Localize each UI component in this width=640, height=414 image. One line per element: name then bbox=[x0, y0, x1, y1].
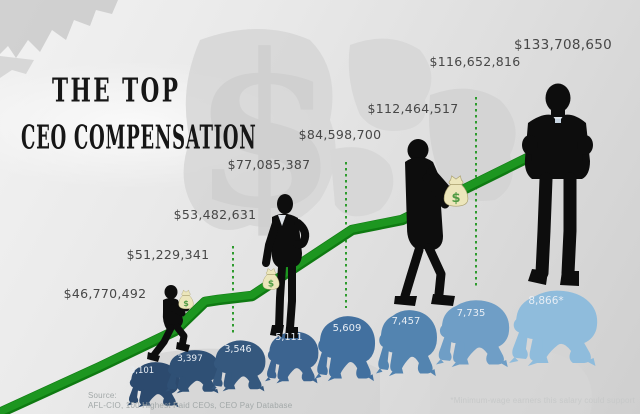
money-bag-icon-2 bbox=[262, 268, 280, 290]
salary-label-1: $46,770,492 bbox=[63, 286, 147, 301]
salary-label-6: $112,464,517 bbox=[367, 101, 459, 116]
workers-label-7: 7,735 bbox=[456, 308, 486, 319]
workers-label-2: 3,397 bbox=[177, 354, 203, 364]
infographic-title-line2: CEO COMPENSATION bbox=[21, 119, 257, 157]
source-label: Source: bbox=[88, 391, 117, 400]
ceo-silhouette-4 bbox=[522, 83, 593, 286]
source-note: Source: AFL-CIO, 100 Highest Paid CEOs, … bbox=[88, 391, 292, 411]
workers-label-3: 3,546 bbox=[224, 344, 252, 355]
footnote: *Minimum-wage earners this salary could … bbox=[450, 396, 635, 405]
workers-label-8: 8,866* bbox=[528, 295, 564, 307]
money-bag-icon-1 bbox=[178, 289, 194, 310]
salary-label-3: $53,482,631 bbox=[173, 207, 257, 222]
workers-label-4: 5,111 bbox=[275, 332, 303, 343]
salary-label-7: $116,652,816 bbox=[429, 54, 521, 69]
salary-label-8: $133,708,650 bbox=[513, 37, 613, 53]
trend-line bbox=[0, 140, 558, 414]
salary-label-2: $51,229,341 bbox=[126, 247, 210, 262]
workers-label-6: 7,457 bbox=[391, 316, 421, 327]
ceo-silhouette-2 bbox=[262, 194, 310, 338]
salary-label-5: $84,598,700 bbox=[298, 127, 382, 142]
workers-label-1: 3,101 bbox=[129, 366, 155, 376]
source-text: AFL-CIO, 100 Highest Paid CEOs, CEO Pay … bbox=[88, 401, 293, 410]
salary-label-4: $77,085,387 bbox=[227, 157, 311, 172]
infographic-title-line1: THE TOP bbox=[52, 72, 181, 110]
dollar-watermark: $ bbox=[192, 8, 338, 255]
workers-label-5: 5,609 bbox=[332, 323, 362, 334]
